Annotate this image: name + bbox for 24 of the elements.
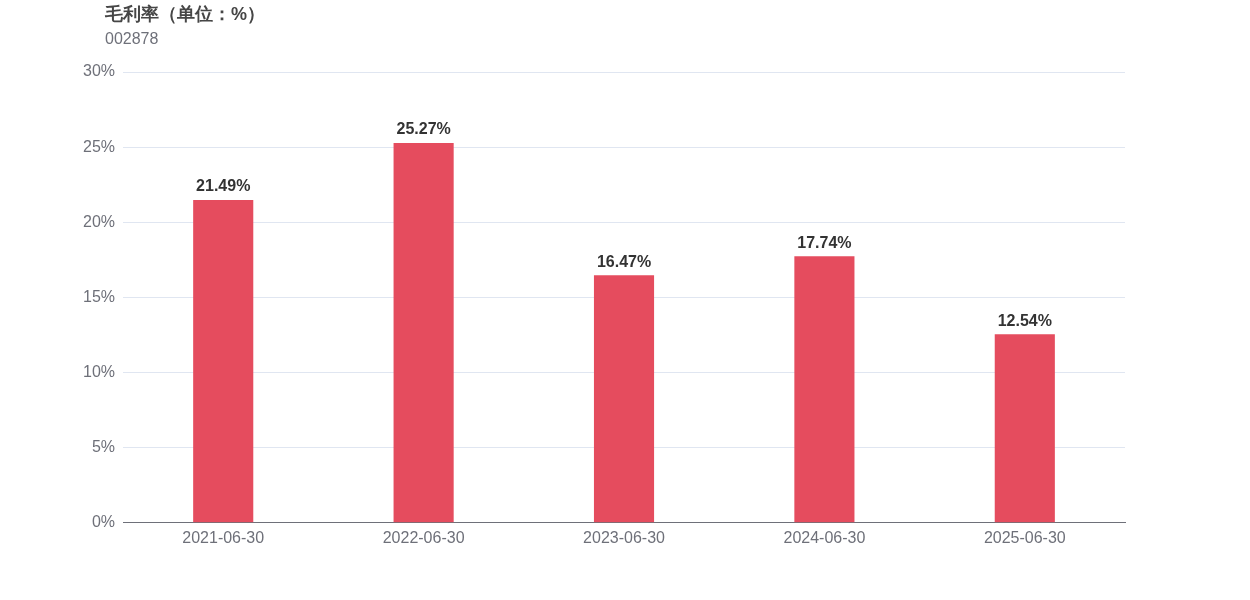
data-label: 12.54% [997, 311, 1052, 329]
x-tick-label: 2021-06-30 [182, 528, 265, 546]
y-tick-label: 10% [82, 362, 116, 380]
chart-title: 毛利率（单位：%） [105, 3, 266, 26]
y-tick-label: 25% [82, 137, 116, 155]
bar [994, 334, 1055, 523]
data-label: 16.47% [596, 252, 652, 270]
bar [393, 143, 454, 523]
y-tick-label: 30% [82, 62, 116, 80]
y-tick-label: 5% [91, 438, 116, 456]
data-label: 21.49% [196, 177, 251, 195]
x-tick-label: 2023-06-30 [583, 528, 666, 546]
y-tick-label: 20% [82, 212, 116, 230]
bar [794, 256, 855, 523]
y-tick-label: 15% [82, 287, 116, 305]
x-tick-label: 2024-06-30 [783, 528, 866, 546]
y-tick-label: 0% [91, 513, 116, 531]
x-tick-label: 2022-06-30 [382, 528, 465, 546]
bar [193, 199, 254, 523]
x-tick-label: 2025-06-30 [983, 528, 1066, 546]
data-label: 17.74% [797, 233, 852, 251]
bar [593, 275, 655, 523]
chart-subtitle: 002878 [105, 30, 159, 48]
data-label: 25.27% [396, 120, 451, 138]
